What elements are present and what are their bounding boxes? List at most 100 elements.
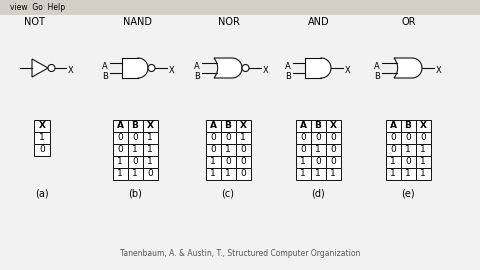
Bar [143,132,157,144]
Text: 1: 1 [315,146,321,154]
Text: 0: 0 [315,157,321,167]
Text: 1: 1 [300,170,306,178]
Bar [296,156,311,168]
Text: A: A [374,62,380,71]
Text: X: X [38,122,46,130]
Bar [325,132,340,144]
Text: (c): (c) [221,188,235,198]
Text: B: B [285,72,291,81]
Text: B: B [194,72,200,81]
Bar [205,168,220,180]
Text: 0: 0 [405,133,411,143]
Text: 0: 0 [210,133,216,143]
Text: B: B [102,72,108,81]
Bar [400,120,416,132]
Bar [112,144,128,156]
Bar [128,120,143,132]
Bar [416,168,431,180]
Text: A: A [285,62,291,71]
Text: X: X [263,66,269,75]
Bar [122,58,138,78]
Bar [236,168,251,180]
Bar [400,144,416,156]
Text: B: B [314,122,322,130]
Text: A: A [194,62,200,71]
Text: 1: 1 [225,170,231,178]
Bar [220,132,236,144]
Text: 1: 1 [225,146,231,154]
Bar [128,168,143,180]
Text: 1: 1 [405,146,411,154]
Polygon shape [32,59,48,77]
Text: X: X [68,66,73,75]
Text: 1: 1 [390,157,396,167]
Bar [385,144,400,156]
Bar [416,120,431,132]
Text: 0: 0 [117,133,123,143]
Text: 0: 0 [390,133,396,143]
Text: 0: 0 [390,146,396,154]
Circle shape [48,65,55,72]
Bar [311,168,325,180]
Bar [311,120,325,132]
Text: 0: 0 [420,133,426,143]
Text: X: X [329,122,336,130]
Bar [416,132,431,144]
Bar [236,156,251,168]
Text: A: A [117,122,123,130]
Text: 0: 0 [240,170,246,178]
Bar [325,120,340,132]
Text: B: B [132,122,138,130]
Text: B: B [374,72,380,81]
Bar [112,120,128,132]
Text: NOT: NOT [24,17,45,27]
Text: 1: 1 [147,133,153,143]
Text: X: X [345,66,351,75]
Text: (d): (d) [311,188,325,198]
Bar [34,132,50,144]
Text: 0: 0 [405,157,411,167]
Text: 1: 1 [210,170,216,178]
Bar [311,156,325,168]
Text: 1: 1 [390,170,396,178]
Text: 0: 0 [225,157,231,167]
Bar [400,156,416,168]
Bar [325,144,340,156]
Text: 1: 1 [39,133,45,143]
Bar [385,156,400,168]
Polygon shape [321,58,331,78]
Bar [385,168,400,180]
Text: 0: 0 [315,133,321,143]
Bar [143,120,157,132]
Bar [236,132,251,144]
Text: 0: 0 [210,146,216,154]
Text: OR: OR [402,17,417,27]
Bar [128,132,143,144]
Text: 0: 0 [330,146,336,154]
Bar [220,144,236,156]
Bar [34,120,50,132]
Text: (e): (e) [401,188,415,198]
Bar [112,156,128,168]
Bar [325,168,340,180]
Text: 1: 1 [405,170,411,178]
Text: 1: 1 [330,170,336,178]
Bar [416,156,431,168]
Text: 0: 0 [147,170,153,178]
Bar [325,156,340,168]
Bar [220,156,236,168]
Text: B: B [225,122,231,130]
Polygon shape [138,58,148,78]
Text: 0: 0 [39,146,45,154]
Text: 1: 1 [315,170,321,178]
Circle shape [242,65,249,72]
Text: NAND: NAND [123,17,152,27]
Bar [400,132,416,144]
Text: 0: 0 [330,157,336,167]
Circle shape [148,65,155,72]
Text: A: A [389,122,396,130]
Text: 1: 1 [117,170,123,178]
Text: 1: 1 [420,170,426,178]
Text: A: A [300,122,307,130]
Text: X: X [146,122,154,130]
